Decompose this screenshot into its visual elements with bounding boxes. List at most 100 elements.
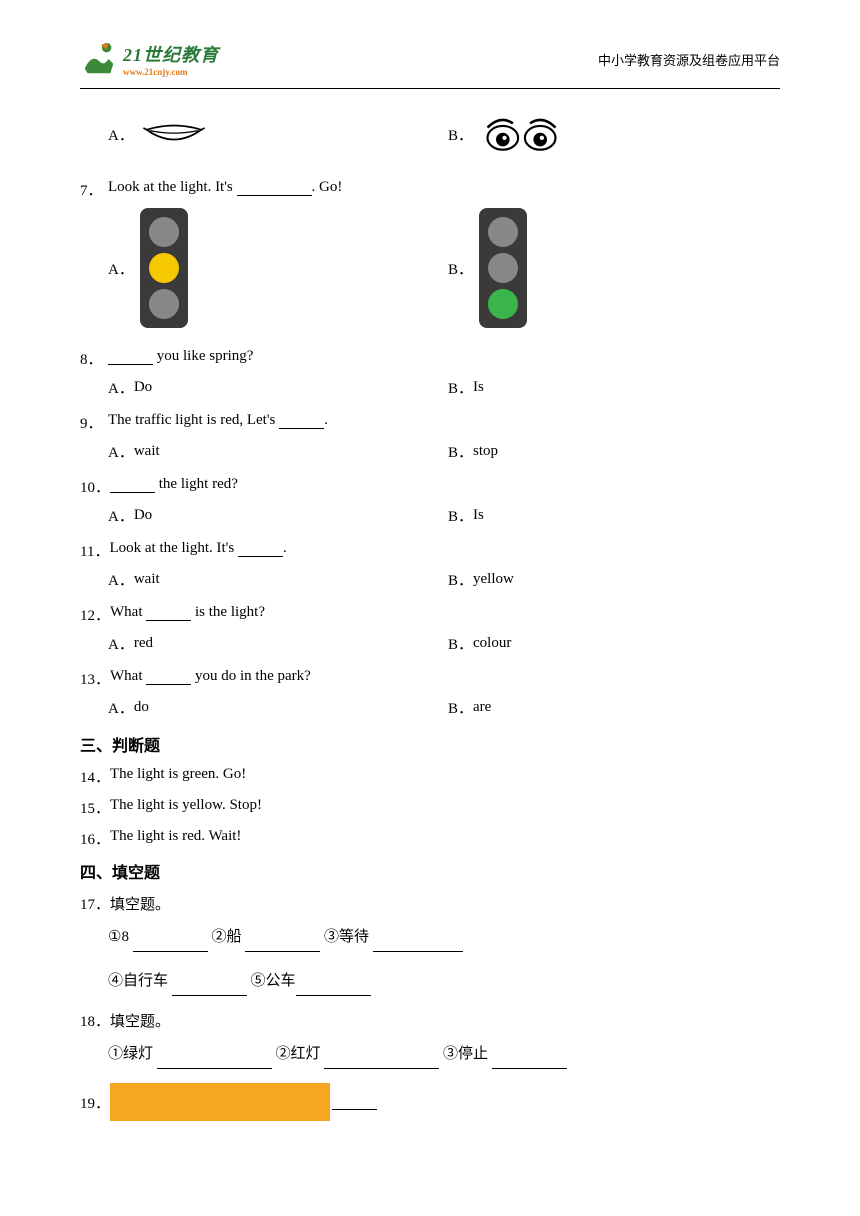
q8-question: 8． you like spring? xyxy=(80,348,780,369)
blank[interactable] xyxy=(133,936,208,952)
light-green xyxy=(488,289,518,319)
q13-number: 13． xyxy=(80,668,110,689)
q15-number: 15． xyxy=(80,797,110,818)
q16-text: The light is red. Wait! xyxy=(110,828,780,845)
q7-option-b[interactable]: B． xyxy=(448,208,527,328)
q9-number: 9． xyxy=(80,412,108,433)
q10-options: A．Do B．Is xyxy=(108,505,780,526)
q13-option-b[interactable]: B．are xyxy=(448,697,491,718)
q9-question: 9． The traffic light is red, Let's . xyxy=(80,412,780,433)
blank[interactable] xyxy=(245,936,320,952)
q12-options: A．red B．colour xyxy=(108,633,780,654)
q17-text: 填空题。 xyxy=(110,893,780,914)
q8-number: 8． xyxy=(80,348,108,369)
logo-text: 21世纪教育 www.21cnjy.com xyxy=(123,41,219,77)
blank[interactable] xyxy=(238,541,283,557)
q12-number: 12． xyxy=(80,604,110,625)
blank[interactable] xyxy=(172,980,247,996)
q7-text: Look at the light. It's . Go! xyxy=(108,179,780,196)
q19: 19． xyxy=(80,1083,780,1121)
q11-text: Look at the light. It's . xyxy=(109,540,780,557)
q13-text: What you do in the park? xyxy=(110,668,780,685)
q9-option-b[interactable]: B．stop xyxy=(448,441,498,462)
page-header: 21世纪教育 www.21cnjy.com 中小学教育资源及组卷应用平台 xyxy=(80,0,780,89)
q12-question: 12． What is the light? xyxy=(80,604,780,625)
q14-number: 14． xyxy=(80,766,110,787)
light-off xyxy=(488,217,518,247)
q11-option-a[interactable]: A．wait xyxy=(108,569,448,590)
logo-main-text: 21世纪教育 xyxy=(123,41,219,67)
q8-option-a[interactable]: A．Do xyxy=(108,377,448,398)
q13-question: 13． What you do in the park? xyxy=(80,668,780,689)
q14: 14． The light is green. Go! xyxy=(80,766,780,787)
blank[interactable] xyxy=(237,180,312,196)
q8-text: you like spring? xyxy=(108,348,780,365)
blank[interactable] xyxy=(492,1053,567,1069)
header-right-text: 中小学教育资源及组卷应用平台 xyxy=(598,50,780,69)
q11-question: 11． Look at the light. It's . xyxy=(80,540,780,561)
q11-option-b[interactable]: B．yellow xyxy=(448,569,514,590)
option-label: A． xyxy=(108,258,134,279)
q6-option-b[interactable]: B． xyxy=(448,109,564,159)
q17-number: 17． xyxy=(80,893,110,914)
q6-options: A． B． xyxy=(108,109,780,159)
blank[interactable] xyxy=(332,1094,377,1110)
blank[interactable] xyxy=(373,936,463,952)
q12-option-a[interactable]: A．red xyxy=(108,633,448,654)
q18: 18． 填空题。 xyxy=(80,1010,780,1031)
q8-option-b[interactable]: B．Is xyxy=(448,377,484,398)
q11-options: A．wait B．yellow xyxy=(108,569,780,590)
q7-option-a[interactable]: A． xyxy=(108,208,448,328)
blank[interactable] xyxy=(279,413,324,429)
q18-number: 18． xyxy=(80,1010,110,1031)
content-area: A． B． 7． Look at t xyxy=(0,89,860,1149)
mouth-icon xyxy=(140,114,208,154)
q12-option-b[interactable]: B．colour xyxy=(448,633,511,654)
q13-option-a[interactable]: A．do xyxy=(108,697,448,718)
q10-option-a[interactable]: A．Do xyxy=(108,505,448,526)
q15: 15． The light is yellow. Stop! xyxy=(80,797,780,818)
eyes-icon xyxy=(479,109,564,159)
light-off xyxy=(149,289,179,319)
blank[interactable] xyxy=(296,980,371,996)
section3-title: 三、判断题 xyxy=(80,732,780,756)
q19-number: 19． xyxy=(80,1092,110,1113)
blank[interactable] xyxy=(324,1053,439,1069)
q13-options: A．do B．are xyxy=(108,697,780,718)
q6-option-a[interactable]: A． xyxy=(108,114,448,154)
yellow-highlight-box xyxy=(110,1083,330,1121)
blank[interactable] xyxy=(146,669,191,685)
q10-question: 10． the light red? xyxy=(80,476,780,497)
q7-options: A． B． xyxy=(108,208,780,328)
q15-text: The light is yellow. Stop! xyxy=(110,797,780,814)
blank[interactable] xyxy=(108,349,153,365)
logo: 21世纪教育 www.21cnjy.com xyxy=(80,40,219,78)
q8-options: A．Do B．Is xyxy=(108,377,780,398)
q12-text: What is the light? xyxy=(110,604,780,621)
q7-number: 7． xyxy=(80,179,108,200)
logo-icon xyxy=(80,40,118,78)
traffic-light-b xyxy=(479,208,527,328)
option-label: A． xyxy=(108,124,134,145)
blank[interactable] xyxy=(146,605,191,621)
blank[interactable] xyxy=(157,1053,272,1069)
q9-options: A．wait B．stop xyxy=(108,441,780,462)
section4-title: 四、填空题 xyxy=(80,859,780,883)
q9-text: The traffic light is red, Let's . xyxy=(108,412,780,429)
q16-number: 16． xyxy=(80,828,110,849)
blank[interactable] xyxy=(110,477,155,493)
q7-question: 7． Look at the light. It's . Go! xyxy=(80,179,780,200)
traffic-light-a xyxy=(140,208,188,328)
option-label: B． xyxy=(448,124,473,145)
logo-sub-text: www.21cnjy.com xyxy=(123,67,219,77)
q11-number: 11． xyxy=(80,540,109,561)
option-label: B． xyxy=(448,258,473,279)
light-off xyxy=(149,217,179,247)
q17-row1: ①8 ②船 ③等待 xyxy=(108,922,780,952)
light-yellow xyxy=(149,253,179,283)
q9-option-a[interactable]: A．wait xyxy=(108,441,448,462)
q10-option-b[interactable]: B．Is xyxy=(448,505,484,526)
q17-row2: ④自行车 ⑤公车 xyxy=(108,966,780,996)
q16: 16． The light is red. Wait! xyxy=(80,828,780,849)
q17: 17． 填空题。 xyxy=(80,893,780,914)
